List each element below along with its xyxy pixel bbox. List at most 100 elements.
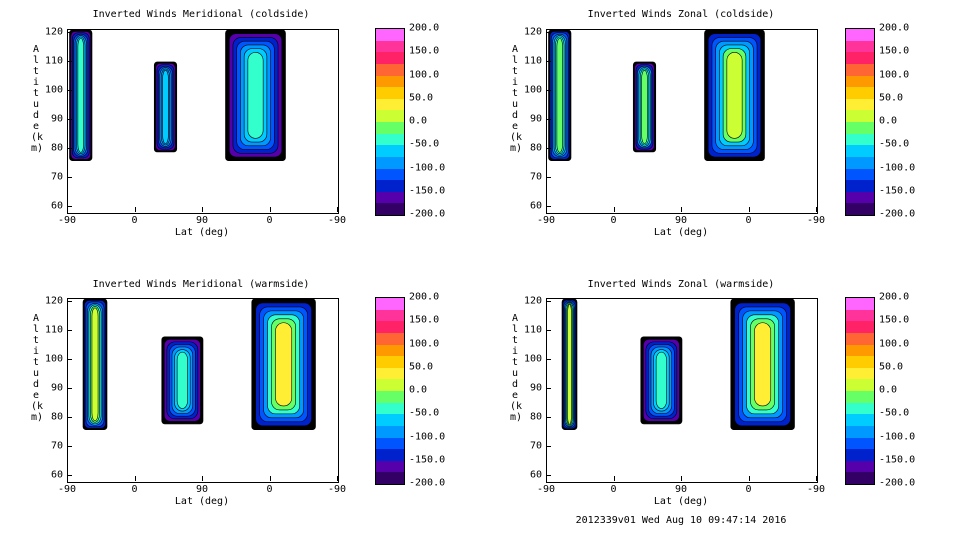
y-tick-label: 70 [529,440,542,452]
colorbar-swatch [846,203,874,215]
colorbar-swatch [846,180,874,192]
x-tick-label: 0 [131,484,138,495]
x-tick-mark [613,476,615,481]
colorbar-swatch [376,449,404,461]
colorbar-swatch [846,168,874,181]
x-tick-label: 0 [266,484,273,495]
colorbar-swatch [376,356,404,368]
colorbar-tick-label: -50.0 [879,407,910,419]
y-tick-mark [546,300,551,302]
colorbar-swatch [376,75,404,88]
y-tick-mark [546,119,551,121]
colorbar-tick-label: 200.0 [879,291,910,303]
contour-band [176,351,188,409]
y-tick-label: 120 [523,26,542,38]
data-region [153,61,178,153]
colorbar-swatch [846,402,874,415]
colorbar-swatch [846,75,874,88]
colorbar [845,28,875,216]
y-tick-mark [546,475,551,477]
colorbar-tick-label: -100.0 [409,431,446,442]
colorbar-tick-label: -200.0 [409,477,446,489]
colorbar-tick-label: -200.0 [879,477,916,489]
colorbar-swatch [846,40,874,53]
y-tick-mark [67,475,72,477]
y-tick-mark [546,148,551,150]
colorbar-swatch [846,122,874,134]
contour-band [247,52,264,139]
colorbar-swatch [376,156,404,169]
x-tick-mark [816,207,817,212]
y-tick-mark [546,31,551,33]
y-tick-label: 80 [50,142,63,154]
y-tick-label: 70 [50,171,63,183]
y-axis-label: Altitude (km) [31,313,44,423]
x-tick-label: 90 [195,215,209,226]
y-tick-label: 110 [523,324,542,336]
x-tick-label: -90 [327,484,347,495]
colorbar-swatch [376,379,404,391]
contour-band [77,38,84,153]
colorbar-tick-label: 100.0 [409,69,440,80]
colorbar-swatch [846,414,874,426]
chart-title: Inverted Winds Meridional (warmside) [92,279,310,290]
data-region [69,30,93,162]
colorbar-swatch [376,29,404,41]
contour-band [162,70,169,144]
x-tick-mark [67,476,68,481]
colorbar-swatch [376,298,404,310]
y-axis-label: Altitude (km) [510,44,523,154]
data-region [704,30,765,162]
colorbar-swatch [846,449,874,461]
y-tick-mark [67,417,72,419]
colorbar-tick-label: -100.0 [879,431,916,442]
colorbar-tick-label: 150.0 [409,45,440,57]
data-region [632,61,657,153]
colorbar-tick-label: 200.0 [409,22,440,34]
y-tick-label: 60 [529,469,542,481]
colorbar-tick-label: -150.0 [879,454,916,466]
y-tick-mark [546,206,551,208]
colorbar-tick-label: 50.0 [879,92,904,104]
y-tick-mark [546,329,551,331]
colorbar-swatch [376,425,404,438]
colorbar-tick-label: -150.0 [409,454,446,466]
colorbar-swatch [846,344,874,357]
colorbar-tick-label: 0.0 [409,115,428,127]
colorbar-tick-label: -50.0 [409,407,440,419]
y-axis-label: Altitude (km) [31,44,44,154]
colorbar-swatch [376,168,404,181]
plot-area [67,298,339,483]
colorbar-swatch [846,133,874,146]
colorbar-swatch [376,402,404,415]
x-tick-label: 90 [674,484,688,495]
y-tick-label: 80 [529,411,542,423]
colorbar-swatch [846,460,874,473]
chart-title: Inverted Winds Zonal (warmside) [587,279,775,290]
y-tick-label: 110 [44,55,63,67]
colorbar-tick-label: -200.0 [879,208,916,220]
colorbar-swatch [846,321,874,333]
x-axis-label: Lat (deg) [653,227,709,238]
x-tick-label: -90 [57,215,77,226]
plot-svg [82,299,316,431]
colorbar-tick-label: 50.0 [879,361,904,373]
y-tick-mark [67,446,72,448]
colorbar-swatch [376,344,404,357]
x-tick-label: 0 [266,215,273,226]
y-tick-label: 100 [523,353,542,365]
x-tick-label: 0 [610,484,617,495]
data-region [640,336,683,425]
y-tick-label: 110 [44,324,63,336]
data-region [225,30,286,162]
colorbar-swatch [376,145,404,157]
colorbar-tick-label: 50.0 [409,92,434,104]
y-tick-mark [546,417,551,419]
colorbar-swatch [376,133,404,146]
contour-band [275,322,293,407]
colorbar-swatch [376,367,404,380]
colorbar-swatch [846,87,874,99]
colorbar-tick-label: -50.0 [879,138,910,150]
x-tick-mark [337,207,338,212]
chart-title: Inverted Winds Zonal (coldside) [587,9,775,20]
